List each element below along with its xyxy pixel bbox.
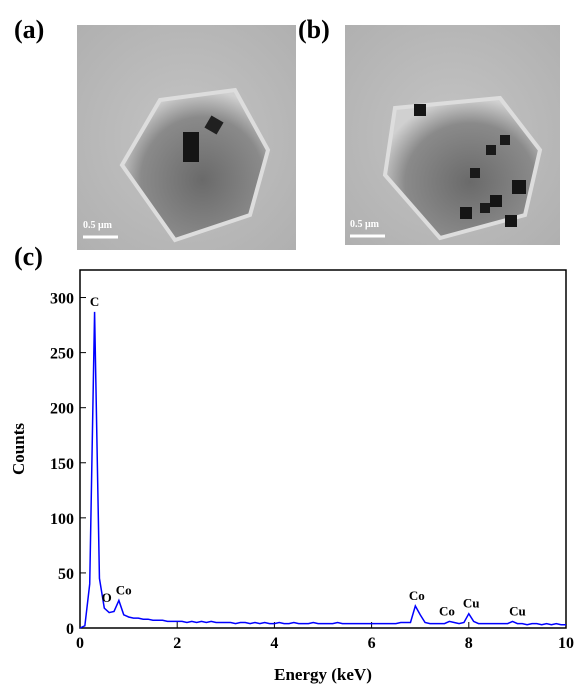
tem-image-b: 0.5 μm	[345, 25, 560, 245]
peak-annotation: Co	[439, 603, 455, 618]
y-axis-label: Counts	[9, 423, 28, 475]
spectrum-line	[79, 311, 566, 629]
peak-annotation: Co	[116, 582, 132, 597]
x-tick-label: 8	[465, 635, 473, 652]
peak-annotation: Co	[409, 588, 425, 603]
y-tick-label: 300	[50, 291, 74, 308]
y-tick-label: 50	[58, 566, 74, 583]
y-tick-label: 150	[50, 456, 74, 473]
tem-image-a: 0.5 μm	[77, 25, 296, 250]
panel-label: (b)	[298, 15, 330, 44]
x-tick-label: 2	[173, 635, 181, 652]
x-tick-label: 0	[76, 635, 84, 652]
peak-annotation: C	[90, 294, 99, 309]
scale-bar-label: 0.5 μm	[350, 219, 380, 230]
peak-annotation: O	[102, 590, 112, 605]
scale-bar-label: 0.5 μm	[83, 220, 113, 231]
x-tick-label: 10	[558, 635, 574, 652]
panel-label: (c)	[14, 242, 43, 271]
peak-annotation: Cu	[509, 603, 526, 618]
panel-label: (a)	[14, 15, 44, 44]
x-tick-label: 4	[270, 635, 278, 652]
x-tick-label: 6	[368, 635, 376, 652]
y-tick-label: 100	[50, 511, 74, 528]
y-tick-label: 250	[50, 346, 74, 363]
plot-frame	[79, 269, 567, 629]
peak-annotation: Cu	[463, 596, 480, 611]
x-axis-label: Energy (keV)	[274, 665, 372, 684]
y-tick-label: 200	[50, 401, 74, 418]
y-tick-label: 0	[66, 621, 74, 638]
